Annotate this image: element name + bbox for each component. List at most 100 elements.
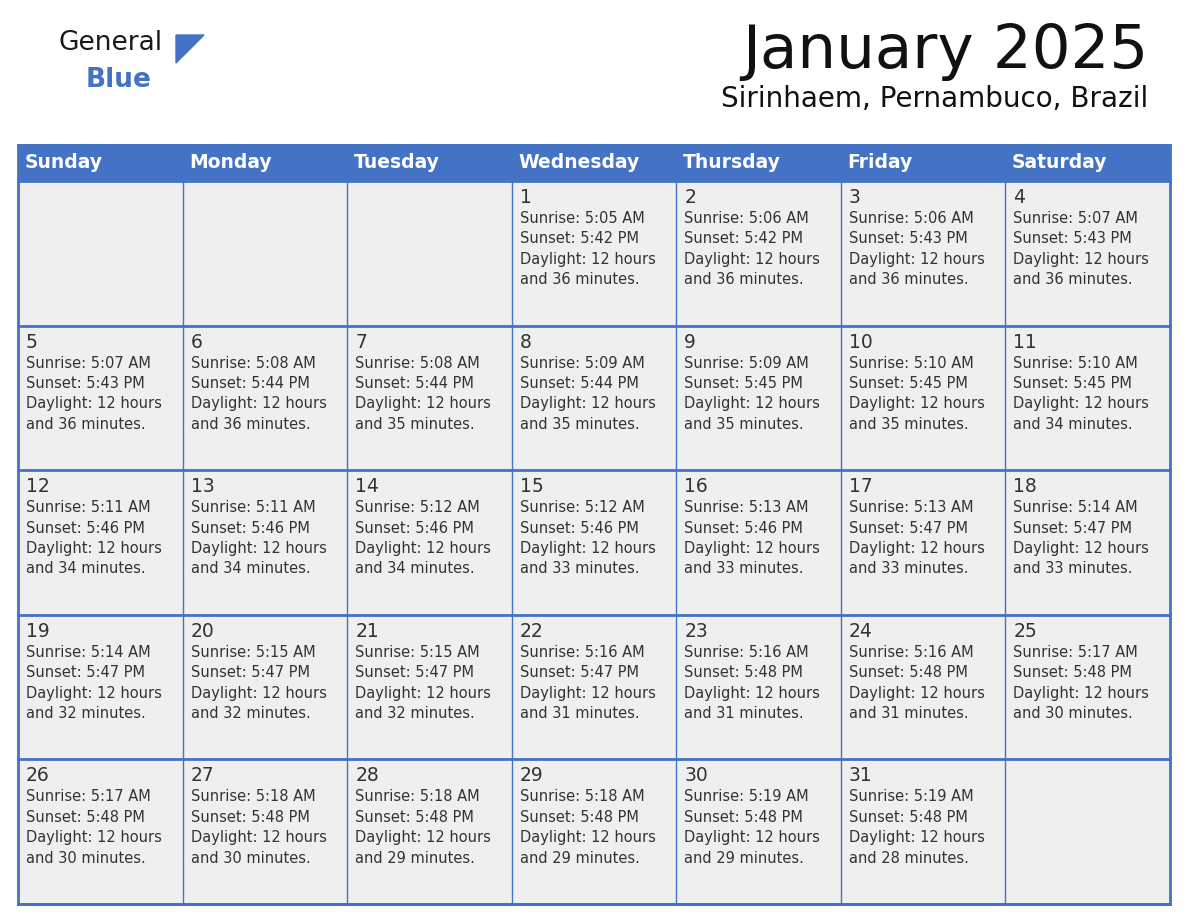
Bar	[183, 145, 347, 181]
Bar	[841, 759, 1005, 904]
Text: 26: 26	[26, 767, 50, 786]
Text: Sunrise: 5:07 AM
Sunset: 5:43 PM
Daylight: 12 hours
and 36 minutes.: Sunrise: 5:07 AM Sunset: 5:43 PM Dayligh…	[1013, 211, 1149, 287]
Text: Sunrise: 5:15 AM
Sunset: 5:47 PM
Daylight: 12 hours
and 32 minutes.: Sunrise: 5:15 AM Sunset: 5:47 PM Dayligh…	[190, 644, 327, 721]
Text: Sirinhaem, Pernambuco, Brazil: Sirinhaem, Pernambuco, Brazil	[721, 85, 1148, 113]
Text: Tuesday: Tuesday	[354, 153, 440, 173]
Text: 23: 23	[684, 621, 708, 641]
Bar	[1005, 759, 1170, 904]
Bar	[18, 326, 183, 470]
Text: Sunrise: 5:16 AM
Sunset: 5:48 PM
Daylight: 12 hours
and 31 minutes.: Sunrise: 5:16 AM Sunset: 5:48 PM Dayligh…	[684, 644, 820, 721]
Bar	[347, 470, 512, 615]
Text: Sunrise: 5:19 AM
Sunset: 5:48 PM
Daylight: 12 hours
and 28 minutes.: Sunrise: 5:19 AM Sunset: 5:48 PM Dayligh…	[849, 789, 985, 866]
Bar	[183, 759, 347, 904]
Bar	[1005, 615, 1170, 759]
Text: 20: 20	[190, 621, 214, 641]
Bar	[18, 181, 183, 326]
Bar	[512, 470, 676, 615]
Bar	[183, 181, 347, 326]
Text: January 2025: January 2025	[741, 22, 1148, 81]
Text: Sunrise: 5:05 AM
Sunset: 5:42 PM
Daylight: 12 hours
and 36 minutes.: Sunrise: 5:05 AM Sunset: 5:42 PM Dayligh…	[519, 211, 656, 287]
Bar	[512, 145, 676, 181]
Bar	[512, 181, 676, 326]
Bar	[676, 326, 841, 470]
Text: Sunrise: 5:08 AM
Sunset: 5:44 PM
Daylight: 12 hours
and 36 minutes.: Sunrise: 5:08 AM Sunset: 5:44 PM Dayligh…	[190, 355, 327, 431]
Text: Sunrise: 5:16 AM
Sunset: 5:48 PM
Daylight: 12 hours
and 31 minutes.: Sunrise: 5:16 AM Sunset: 5:48 PM Dayligh…	[849, 644, 985, 721]
Text: Wednesday: Wednesday	[518, 153, 639, 173]
Bar	[183, 326, 347, 470]
Text: Sunrise: 5:14 AM
Sunset: 5:47 PM
Daylight: 12 hours
and 32 minutes.: Sunrise: 5:14 AM Sunset: 5:47 PM Dayligh…	[26, 644, 162, 721]
Bar	[1005, 145, 1170, 181]
Text: 18: 18	[1013, 477, 1037, 497]
Text: 30: 30	[684, 767, 708, 786]
Bar	[512, 615, 676, 759]
Text: 7: 7	[355, 332, 367, 352]
Text: 6: 6	[190, 332, 202, 352]
Text: 10: 10	[849, 332, 873, 352]
Text: 15: 15	[519, 477, 543, 497]
Text: Sunrise: 5:18 AM
Sunset: 5:48 PM
Daylight: 12 hours
and 29 minutes.: Sunrise: 5:18 AM Sunset: 5:48 PM Dayligh…	[519, 789, 656, 866]
Text: Sunrise: 5:15 AM
Sunset: 5:47 PM
Daylight: 12 hours
and 32 minutes.: Sunrise: 5:15 AM Sunset: 5:47 PM Dayligh…	[355, 644, 491, 721]
Text: Sunrise: 5:09 AM
Sunset: 5:44 PM
Daylight: 12 hours
and 35 minutes.: Sunrise: 5:09 AM Sunset: 5:44 PM Dayligh…	[519, 355, 656, 431]
Text: Sunrise: 5:17 AM
Sunset: 5:48 PM
Daylight: 12 hours
and 30 minutes.: Sunrise: 5:17 AM Sunset: 5:48 PM Dayligh…	[26, 789, 162, 866]
Text: 14: 14	[355, 477, 379, 497]
Text: Sunrise: 5:12 AM
Sunset: 5:46 PM
Daylight: 12 hours
and 33 minutes.: Sunrise: 5:12 AM Sunset: 5:46 PM Dayligh…	[519, 500, 656, 577]
Text: Sunrise: 5:18 AM
Sunset: 5:48 PM
Daylight: 12 hours
and 29 minutes.: Sunrise: 5:18 AM Sunset: 5:48 PM Dayligh…	[355, 789, 491, 866]
Bar	[841, 145, 1005, 181]
Text: Blue: Blue	[86, 67, 152, 93]
Text: Sunrise: 5:07 AM
Sunset: 5:43 PM
Daylight: 12 hours
and 36 minutes.: Sunrise: 5:07 AM Sunset: 5:43 PM Dayligh…	[26, 355, 162, 431]
Text: Sunrise: 5:10 AM
Sunset: 5:45 PM
Daylight: 12 hours
and 34 minutes.: Sunrise: 5:10 AM Sunset: 5:45 PM Dayligh…	[1013, 355, 1149, 431]
Text: Sunrise: 5:09 AM
Sunset: 5:45 PM
Daylight: 12 hours
and 35 minutes.: Sunrise: 5:09 AM Sunset: 5:45 PM Dayligh…	[684, 355, 820, 431]
Bar	[347, 145, 512, 181]
Bar	[841, 181, 1005, 326]
Text: Sunrise: 5:13 AM
Sunset: 5:46 PM
Daylight: 12 hours
and 33 minutes.: Sunrise: 5:13 AM Sunset: 5:46 PM Dayligh…	[684, 500, 820, 577]
Text: 24: 24	[849, 621, 873, 641]
Text: Thursday: Thursday	[683, 153, 781, 173]
Text: 13: 13	[190, 477, 214, 497]
Text: 9: 9	[684, 332, 696, 352]
Bar	[1005, 181, 1170, 326]
Text: Sunrise: 5:19 AM
Sunset: 5:48 PM
Daylight: 12 hours
and 29 minutes.: Sunrise: 5:19 AM Sunset: 5:48 PM Dayligh…	[684, 789, 820, 866]
Text: Sunrise: 5:06 AM
Sunset: 5:42 PM
Daylight: 12 hours
and 36 minutes.: Sunrise: 5:06 AM Sunset: 5:42 PM Dayligh…	[684, 211, 820, 287]
Bar	[1005, 470, 1170, 615]
Bar	[1005, 326, 1170, 470]
Bar	[347, 326, 512, 470]
Text: 12: 12	[26, 477, 50, 497]
Text: Sunrise: 5:11 AM
Sunset: 5:46 PM
Daylight: 12 hours
and 34 minutes.: Sunrise: 5:11 AM Sunset: 5:46 PM Dayligh…	[26, 500, 162, 577]
Bar	[676, 759, 841, 904]
Text: 3: 3	[849, 188, 861, 207]
Polygon shape	[176, 35, 204, 63]
Bar	[512, 759, 676, 904]
Text: 29: 29	[519, 767, 543, 786]
Text: 21: 21	[355, 621, 379, 641]
Bar	[183, 470, 347, 615]
Bar	[676, 145, 841, 181]
Text: 5: 5	[26, 332, 38, 352]
Bar	[347, 615, 512, 759]
Bar	[841, 615, 1005, 759]
Text: Sunrise: 5:10 AM
Sunset: 5:45 PM
Daylight: 12 hours
and 35 minutes.: Sunrise: 5:10 AM Sunset: 5:45 PM Dayligh…	[849, 355, 985, 431]
Text: 8: 8	[519, 332, 531, 352]
Text: 16: 16	[684, 477, 708, 497]
Text: Sunday: Sunday	[25, 153, 102, 173]
Bar	[18, 615, 183, 759]
Text: Sunrise: 5:12 AM
Sunset: 5:46 PM
Daylight: 12 hours
and 34 minutes.: Sunrise: 5:12 AM Sunset: 5:46 PM Dayligh…	[355, 500, 491, 577]
Bar	[18, 759, 183, 904]
Bar	[18, 470, 183, 615]
Text: Sunrise: 5:08 AM
Sunset: 5:44 PM
Daylight: 12 hours
and 35 minutes.: Sunrise: 5:08 AM Sunset: 5:44 PM Dayligh…	[355, 355, 491, 431]
Text: Sunrise: 5:13 AM
Sunset: 5:47 PM
Daylight: 12 hours
and 33 minutes.: Sunrise: 5:13 AM Sunset: 5:47 PM Dayligh…	[849, 500, 985, 577]
Text: 17: 17	[849, 477, 873, 497]
Text: Saturday: Saturday	[1012, 153, 1107, 173]
Text: 27: 27	[190, 767, 214, 786]
Bar	[512, 326, 676, 470]
Bar	[183, 615, 347, 759]
Text: 19: 19	[26, 621, 50, 641]
Bar	[347, 759, 512, 904]
Text: 28: 28	[355, 767, 379, 786]
Bar	[18, 145, 1170, 904]
Text: Sunrise: 5:11 AM
Sunset: 5:46 PM
Daylight: 12 hours
and 34 minutes.: Sunrise: 5:11 AM Sunset: 5:46 PM Dayligh…	[190, 500, 327, 577]
Text: 1: 1	[519, 188, 531, 207]
Text: 31: 31	[849, 767, 873, 786]
Text: General: General	[58, 30, 162, 56]
Bar	[676, 470, 841, 615]
Text: 22: 22	[519, 621, 543, 641]
